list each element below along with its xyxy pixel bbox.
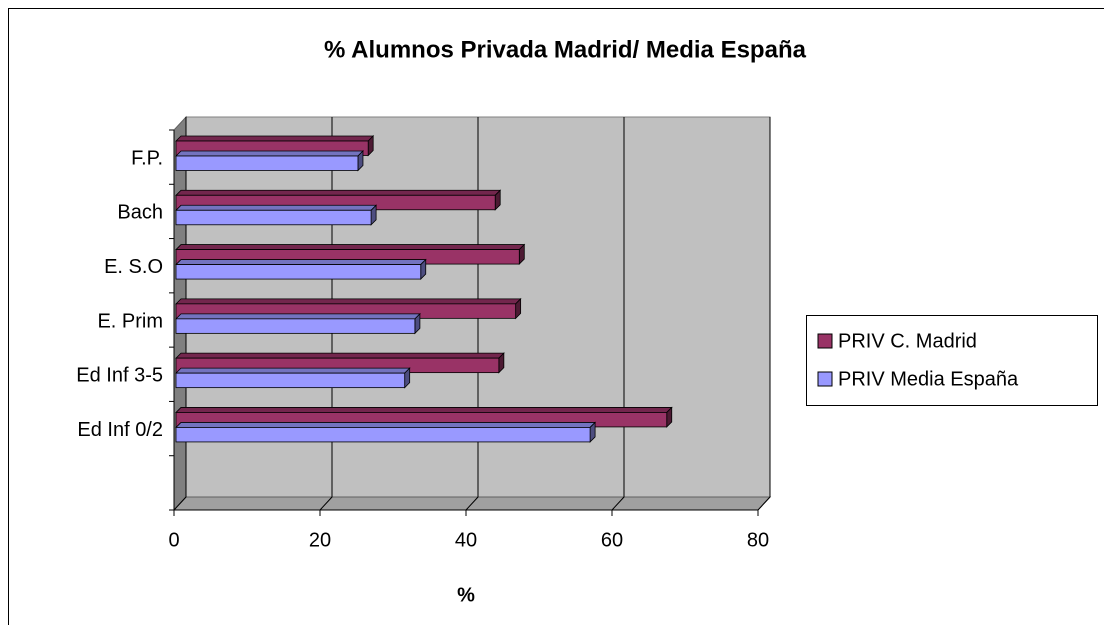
bar-face — [175, 204, 378, 211]
bar-face — [175, 155, 359, 171]
bar-face — [175, 352, 505, 359]
legend-label: PRIV Media España — [838, 368, 1019, 390]
bar-face — [175, 407, 673, 413]
bar-face — [175, 189, 502, 196]
bar-face — [175, 313, 421, 320]
grid-line — [757, 117, 771, 511]
grid-line — [465, 117, 479, 511]
bar-face — [175, 422, 597, 428]
grid-line — [319, 117, 333, 511]
bar — [175, 367, 411, 389]
y-tick-label: E. Prim — [97, 310, 163, 332]
y-tick-label: Bach — [117, 202, 163, 224]
legend-swatch — [817, 371, 833, 387]
y-tick-label: Ed Inf 0/2 — [77, 419, 163, 441]
bar — [175, 258, 427, 281]
y-tick-label: F.P. — [131, 147, 163, 169]
legend — [806, 315, 1098, 406]
x-tick-label: 60 — [601, 529, 623, 551]
x-tick-label: 0 — [168, 529, 179, 551]
legend-swatch — [817, 333, 833, 349]
bar-face — [175, 244, 526, 250]
x-tick-label: 80 — [747, 529, 769, 551]
bar-face — [175, 372, 406, 389]
bar-face — [175, 150, 364, 157]
bar-face — [175, 318, 416, 334]
bar-face — [175, 209, 372, 226]
chart-title: % Alumnos Privada Madrid/ Media España — [324, 36, 807, 63]
bar — [175, 312, 421, 335]
bar — [175, 204, 378, 226]
x-tick-label: 20 — [309, 529, 331, 551]
x-axis-label: % — [457, 584, 475, 606]
bar — [175, 150, 364, 172]
y-tick-label: E. S.O — [104, 256, 163, 278]
bar-face — [175, 135, 375, 142]
bar-face — [175, 259, 427, 265]
legend-label: PRIV C. Madrid — [838, 330, 977, 352]
grid-line — [611, 117, 625, 511]
grid-line — [173, 117, 187, 511]
bar-face — [175, 367, 411, 374]
bar-face — [175, 427, 591, 443]
bar-face — [175, 264, 422, 280]
bar-face — [175, 298, 522, 305]
y-tick-label: Ed Inf 3-5 — [76, 365, 163, 387]
bar — [175, 421, 597, 443]
x-tick-label: 40 — [455, 529, 477, 551]
